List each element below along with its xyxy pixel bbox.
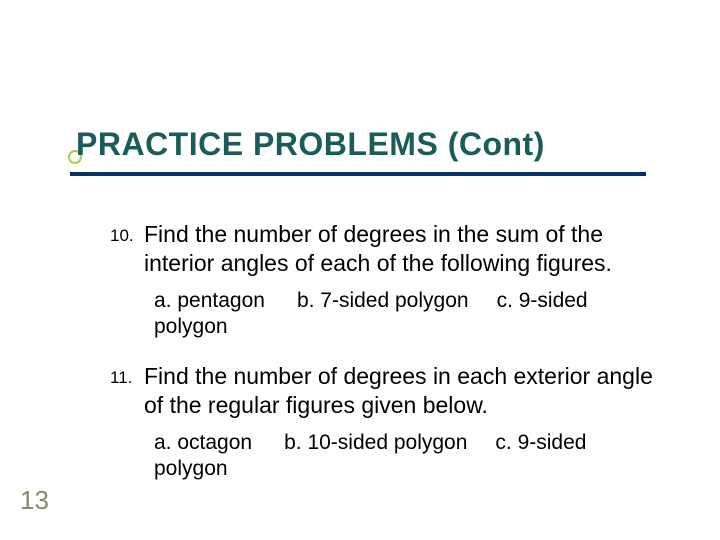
slide-title: PRACTICE PROBLEMS (Cont) [76,126,646,163]
sub-option-tail: polygon [154,315,228,338]
list-item: 11. Find the number of degrees in each e… [110,362,670,420]
item-text: Find the number of degrees in each exter… [144,362,670,420]
sub-option-c: c. 9-sided [497,289,588,312]
sub-option-c: c. 9-sided [495,431,586,454]
item-sub: a. pentagonb. 7-sided polygonc. 9-sided … [154,288,670,341]
page-number: 13 [20,485,49,516]
item-number: 11. [110,362,144,420]
slide-body: 10. Find the number of degrees in the su… [110,220,670,504]
sub-option-a: a. pentagon [154,289,265,312]
slide: PRACTICE PROBLEMS (Cont) 10. Find the nu… [0,0,720,540]
sub-option-a: a. octagon [154,431,252,454]
title-underline [70,172,646,176]
list-item: 10. Find the number of degrees in the su… [110,220,670,278]
title-wrap: PRACTICE PROBLEMS (Cont) [76,126,646,163]
item-sub: a. octagonb. 10-sided polygonc. 9-sided … [154,430,670,483]
sub-option-b: b. 10-sided polygon [284,431,467,454]
item-number: 10. [110,220,144,278]
sub-option-tail: polygon [154,457,228,480]
sub-option-b: b. 7-sided polygon [297,289,469,312]
item-text: Find the number of degrees in the sum of… [144,220,670,278]
